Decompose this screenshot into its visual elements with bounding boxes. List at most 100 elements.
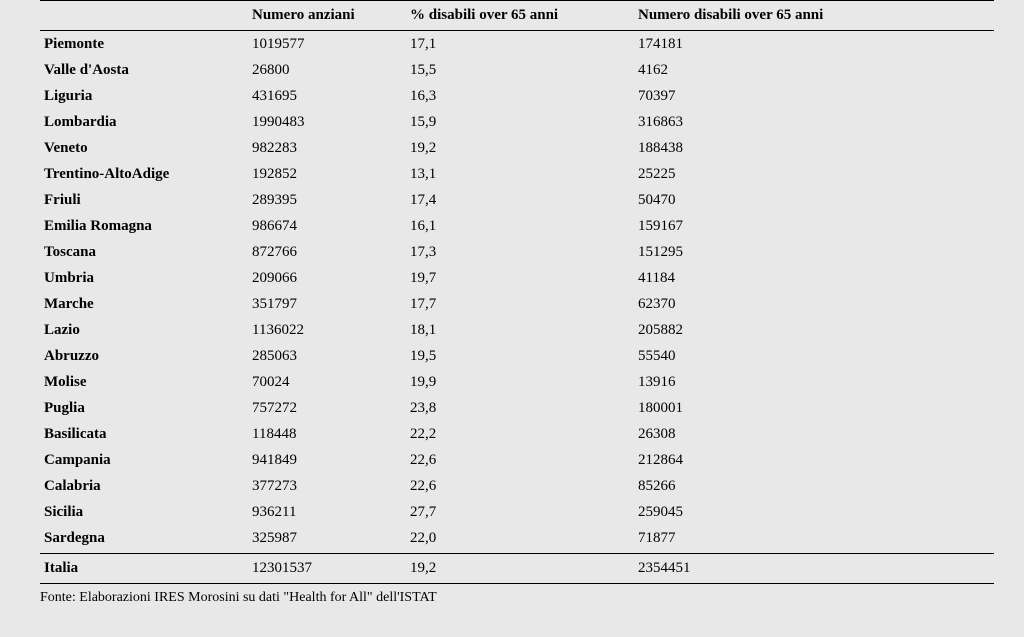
cell-elderly: 377273 <box>248 473 406 499</box>
cell-pct: 17,1 <box>406 31 634 58</box>
cell-region: Calabria <box>40 473 248 499</box>
cell-elderly: 325987 <box>248 525 406 553</box>
cell-elderly: 70024 <box>248 369 406 395</box>
cell-pct: 15,9 <box>406 109 634 135</box>
cell-pct: 17,4 <box>406 187 634 213</box>
cell-elderly: 118448 <box>248 421 406 447</box>
cell-disabled: 25225 <box>634 161 994 187</box>
table-row: Molise7002419,913916 <box>40 369 994 395</box>
cell-elderly: 986674 <box>248 213 406 239</box>
cell-disabled: 151295 <box>634 239 994 265</box>
source-note: Fonte: Elaborazioni IRES Morosini su dat… <box>40 584 994 606</box>
cell-region: Marche <box>40 291 248 317</box>
table-row: Piemonte101957717,1174181 <box>40 31 994 58</box>
cell-region: Lazio <box>40 317 248 343</box>
cell-disabled: 50470 <box>634 187 994 213</box>
table-row: Trentino-AltoAdige19285213,125225 <box>40 161 994 187</box>
cell-pct: 16,1 <box>406 213 634 239</box>
table-row: Liguria43169516,370397 <box>40 83 994 109</box>
cell-elderly: 941849 <box>248 447 406 473</box>
cell-elderly: 192852 <box>248 161 406 187</box>
cell-disabled: 159167 <box>634 213 994 239</box>
table-row: Puglia75727223,8180001 <box>40 395 994 421</box>
cell-disabled: 41184 <box>634 265 994 291</box>
cell-pct: 19,7 <box>406 265 634 291</box>
header-row: Numero anziani % disabili over 65 anni N… <box>40 1 994 31</box>
total-cell-region: Italia <box>40 553 248 583</box>
col-region <box>40 1 248 31</box>
cell-elderly: 872766 <box>248 239 406 265</box>
cell-pct: 22,0 <box>406 525 634 553</box>
total-cell-pct: 19,2 <box>406 553 634 583</box>
cell-elderly: 1019577 <box>248 31 406 58</box>
table-row: Abruzzo28506319,555540 <box>40 343 994 369</box>
cell-disabled: 188438 <box>634 135 994 161</box>
cell-region: Sicilia <box>40 499 248 525</box>
cell-region: Valle d'Aosta <box>40 57 248 83</box>
table-row: Veneto98228319,2188438 <box>40 135 994 161</box>
cell-region: Sardegna <box>40 525 248 553</box>
cell-disabled: 62370 <box>634 291 994 317</box>
col-pct: % disabili over 65 anni <box>406 1 634 31</box>
total-row: Italia1230153719,22354451 <box>40 553 994 583</box>
table-row: Valle d'Aosta2680015,54162 <box>40 57 994 83</box>
cell-elderly: 1136022 <box>248 317 406 343</box>
table-row: Basilicata11844822,226308 <box>40 421 994 447</box>
cell-disabled: 316863 <box>634 109 994 135</box>
cell-pct: 27,7 <box>406 499 634 525</box>
cell-pct: 13,1 <box>406 161 634 187</box>
cell-region: Emilia Romagna <box>40 213 248 239</box>
cell-elderly: 351797 <box>248 291 406 317</box>
col-disabled: Numero disabili over 65 anni <box>634 1 994 31</box>
cell-region: Abruzzo <box>40 343 248 369</box>
cell-elderly: 289395 <box>248 187 406 213</box>
cell-region: Campania <box>40 447 248 473</box>
cell-disabled: 13916 <box>634 369 994 395</box>
total-cell-disabled: 2354451 <box>634 553 994 583</box>
cell-region: Friuli <box>40 187 248 213</box>
table-row: Emilia Romagna98667416,1159167 <box>40 213 994 239</box>
cell-disabled: 85266 <box>634 473 994 499</box>
table-row: Lazio113602218,1205882 <box>40 317 994 343</box>
cell-disabled: 4162 <box>634 57 994 83</box>
cell-pct: 17,3 <box>406 239 634 265</box>
cell-pct: 17,7 <box>406 291 634 317</box>
table-row: Calabria37727322,685266 <box>40 473 994 499</box>
cell-region: Piemonte <box>40 31 248 58</box>
table-row: Umbria20906619,741184 <box>40 265 994 291</box>
cell-region: Liguria <box>40 83 248 109</box>
cell-pct: 19,9 <box>406 369 634 395</box>
cell-pct: 23,8 <box>406 395 634 421</box>
cell-disabled: 26308 <box>634 421 994 447</box>
cell-pct: 19,5 <box>406 343 634 369</box>
cell-region: Veneto <box>40 135 248 161</box>
cell-region: Lombardia <box>40 109 248 135</box>
cell-pct: 15,5 <box>406 57 634 83</box>
cell-region: Puglia <box>40 395 248 421</box>
cell-disabled: 205882 <box>634 317 994 343</box>
cell-disabled: 212864 <box>634 447 994 473</box>
cell-pct: 19,2 <box>406 135 634 161</box>
cell-pct: 16,3 <box>406 83 634 109</box>
cell-pct: 22,6 <box>406 473 634 499</box>
cell-elderly: 26800 <box>248 57 406 83</box>
cell-elderly: 757272 <box>248 395 406 421</box>
cell-elderly: 209066 <box>248 265 406 291</box>
cell-region: Basilicata <box>40 421 248 447</box>
table-row: Marche35179717,762370 <box>40 291 994 317</box>
cell-disabled: 70397 <box>634 83 994 109</box>
cell-pct: 22,2 <box>406 421 634 447</box>
col-elderly: Numero anziani <box>248 1 406 31</box>
cell-region: Umbria <box>40 265 248 291</box>
cell-region: Toscana <box>40 239 248 265</box>
cell-elderly: 431695 <box>248 83 406 109</box>
table-row: Lombardia199048315,9316863 <box>40 109 994 135</box>
cell-elderly: 936211 <box>248 499 406 525</box>
table-row: Friuli28939517,450470 <box>40 187 994 213</box>
total-cell-elderly: 12301537 <box>248 553 406 583</box>
cell-elderly: 1990483 <box>248 109 406 135</box>
cell-elderly: 982283 <box>248 135 406 161</box>
cell-disabled: 71877 <box>634 525 994 553</box>
cell-disabled: 259045 <box>634 499 994 525</box>
cell-disabled: 55540 <box>634 343 994 369</box>
